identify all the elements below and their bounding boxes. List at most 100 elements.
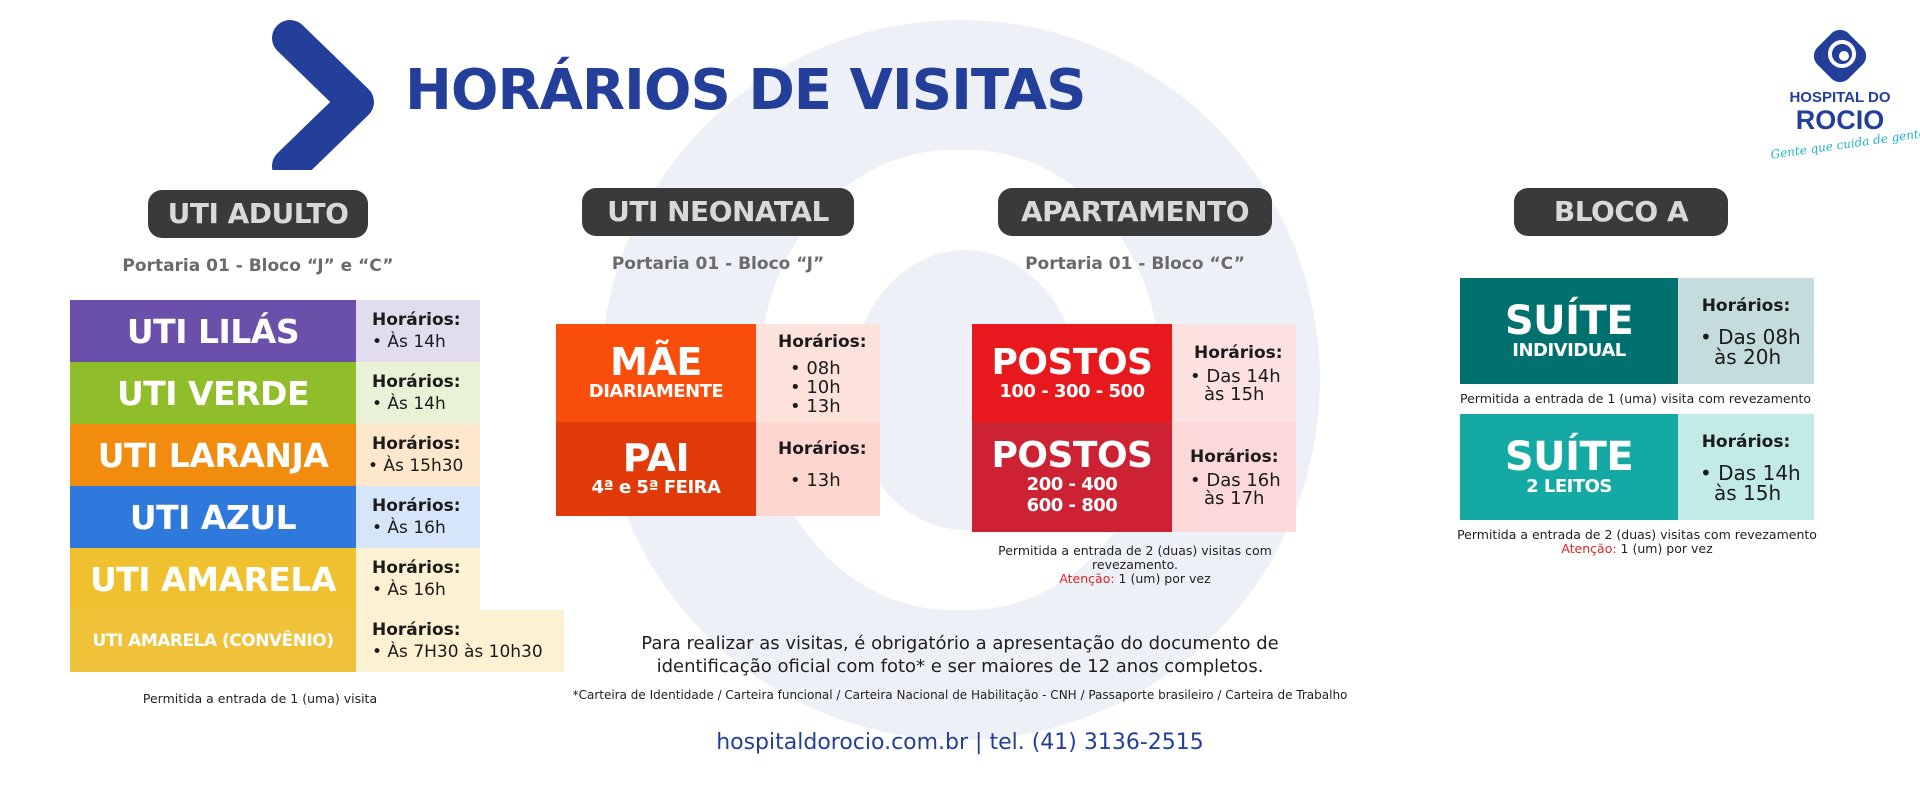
neonatal-name: MÃE DIARIAMENTE [556,324,756,422]
schedule-label: Horários: [372,620,461,640]
postos-info: Horários: • Das 16h às 17h [1172,422,1296,532]
note-line: revezamento. [1092,557,1178,572]
schedule-time: • Às 16h [372,518,446,538]
neonatal-info: Horários: • 13h [756,422,880,516]
uti-row-amarela: UTI AMARELA Horários: • Às 16h [70,548,480,610]
schedule-time: • 08h [790,357,841,379]
schedule-label: Horários: [372,496,461,516]
uti-row-lilas: UTI LILÁS Horários: • Às 14h [70,300,480,362]
attention-line: Atenção: 1 (um) por vez [1430,542,1844,556]
uti-row-amarela-convenio: UTI AMARELA (CONVÊNIO) Horários: • Às 7H… [70,610,564,672]
apartamento-row-2: POSTOS 200 - 400 600 - 800 Horários: • D… [972,422,1296,532]
schedule-label: Horários: [1194,343,1283,363]
attention-text: 1 (um) por vez [1114,571,1211,586]
neonatal-title: MÃE [610,340,702,384]
schedule-label: Horários: [372,310,461,330]
schedule-label: Horários: [372,558,461,578]
attention-label: Atenção: [1059,571,1115,586]
section-title-apartamento: APARTAMENTO [998,188,1272,236]
schedule-time: • Das 14h [1190,366,1281,387]
neonatal-info: Horários: • 08h • 10h • 13h [756,324,880,422]
suite-subtitle: INDIVIDUAL [1512,340,1626,361]
schedule-label: Horários: [778,331,867,352]
postos-numbers: 200 - 400 [1026,474,1118,495]
schedule-time: • Às 7H30 às 10h30 [372,642,543,662]
postos-name: POSTOS 100 - 300 - 500 [972,324,1172,422]
note-suite-2-leitos: Permitida a entrada de 2 (duas) visitas … [1430,528,1844,556]
requirement-text: Para realizar as visitas, é obrigatório … [560,632,1360,678]
schedule-label: Horários: [372,434,461,454]
schedule-time: • Das 16h [1190,470,1281,491]
uti-name: UTI VERDE [70,362,356,424]
uti-info: Horários: • Às 15h30 [356,424,480,486]
uti-name: UTI LARANJA [70,424,356,486]
suite-title: SUÍTE [1504,434,1634,480]
hospital-logo-icon [1813,29,1867,83]
schedule-time: • Às 15h30 [368,456,464,476]
requirement-line: identificação oficial com foto* e ser ma… [656,656,1264,677]
postos-title: POSTOS [991,435,1153,476]
schedule-time: às 15h [1714,481,1782,505]
schedule-label: Horários: [1190,447,1279,467]
hospital-logo: HOSPITAL DO ROCIO Gente que cuida de gen… [1770,24,1920,174]
neonatal-title: PAI [622,436,690,480]
neonatal-subtitle: 4ª e 5ª FEIRA [591,477,721,498]
note-suite-individual: Permitida a entrada de 1 (uma) visita co… [1460,391,1812,406]
schedule-label: Horários: [1701,296,1791,316]
uti-row-laranja: UTI LARANJA Horários: • Às 15h30 [70,424,480,486]
schedule-time: • Das 14h [1700,461,1801,485]
note-apartamento: Permitida a entrada de 2 (duas) visitas … [935,544,1335,586]
uti-info: Horários: • Às 7H30 às 10h30 [356,610,564,672]
postos-title: POSTOS [991,341,1153,383]
suite-name: SUÍTE 2 LEITOS [1460,414,1678,520]
attention-label: Atenção: [1561,541,1617,556]
schedule-time: • 13h [790,470,841,491]
suite-title: SUÍTE [1504,298,1634,344]
uti-row-verde: UTI VERDE Horários: • Às 14h [70,362,480,424]
uti-name: UTI LILÁS [70,300,356,362]
bloco-a-row-individual: SUÍTE INDIVIDUAL Horários: • Das 08h às … [1460,278,1814,384]
note-uti-adulto: Permitida a entrada de 1 (uma) visita [142,691,378,706]
schedule-time: às 15h [1204,384,1265,405]
neonatal-row-mae: MÃE DIARIAMENTE Horários: • 08h • 10h • … [556,324,880,422]
suite-info: Horários: • Das 08h às 20h [1678,278,1814,384]
postos-name: POSTOS 200 - 400 600 - 800 [972,422,1172,532]
suite-name: SUÍTE INDIVIDUAL [1460,278,1678,384]
schedule-label: Horários: [372,372,461,392]
schedule-time: • 13h [790,395,841,417]
uti-info: Horários: • Às 16h [356,548,480,610]
section-title-uti-neonatal: UTI NEONATAL [582,188,854,236]
neonatal-subtitle: DIARIAMENTE [588,381,724,402]
schedule-time: • Das 08h [1700,325,1801,349]
suite-subtitle: 2 LEITOS [1526,476,1612,497]
note-line: Permitida a entrada de 2 (duas) visitas … [998,543,1272,558]
page-title: HORÁRIOS DE VISITAS [405,58,1086,123]
uti-name: UTI AMARELA [70,548,356,610]
schedule-label: Horários: [778,439,867,459]
requirement-line: Para realizar as visitas, é obrigatório … [641,633,1279,654]
bloco-a-row-2-leitos: SUÍTE 2 LEITOS Horários: • Das 14h às 15… [1460,414,1814,520]
chevron-right-icon [272,20,374,170]
uti-name: UTI AMARELA (CONVÊNIO) [70,610,356,672]
schedule-time: • Às 14h [372,332,446,352]
suite-info: Horários: • Das 14h às 15h [1678,414,1814,520]
postos-numbers: 100 - 300 - 500 [999,380,1145,402]
section-title-bloco-a: BLOCO A [1514,188,1728,236]
neonatal-name: PAI 4ª e 5ª FEIRA [556,422,756,516]
portaria-apartamento: Portaria 01 - Bloco “C” [1025,254,1245,274]
portaria-uti-adulto: Portaria 01 - Bloco “J” e “C” [122,256,394,276]
attention-line: Atenção: 1 (um) por vez [935,572,1335,586]
contact-line: hospitaldorocio.com.br | tel. (41) 3136-… [716,730,1204,755]
postos-info: Horários: • Das 14h às 15h [1172,324,1296,422]
uti-info: Horários: • Às 14h [356,362,480,424]
uti-name: UTI AZUL [70,486,356,548]
apartamento-row-1: POSTOS 100 - 300 - 500 Horários: • Das 1… [972,324,1296,422]
note-line: Permitida a entrada de 2 (duas) visitas … [1457,527,1817,542]
attention-text: 1 (um) por vez [1616,541,1713,556]
neonatal-row-pai: PAI 4ª e 5ª FEIRA Horários: • 13h [556,422,880,516]
postos-numbers: 600 - 800 [1026,495,1118,516]
schedule-time: • 10h [790,376,841,398]
document-footnote: *Carteira de Identidade / Carteira funci… [572,688,1348,702]
section-title-uti-adulto: UTI ADULTO [148,190,368,238]
uti-row-azul: UTI AZUL Horários: • Às 16h [70,486,480,548]
